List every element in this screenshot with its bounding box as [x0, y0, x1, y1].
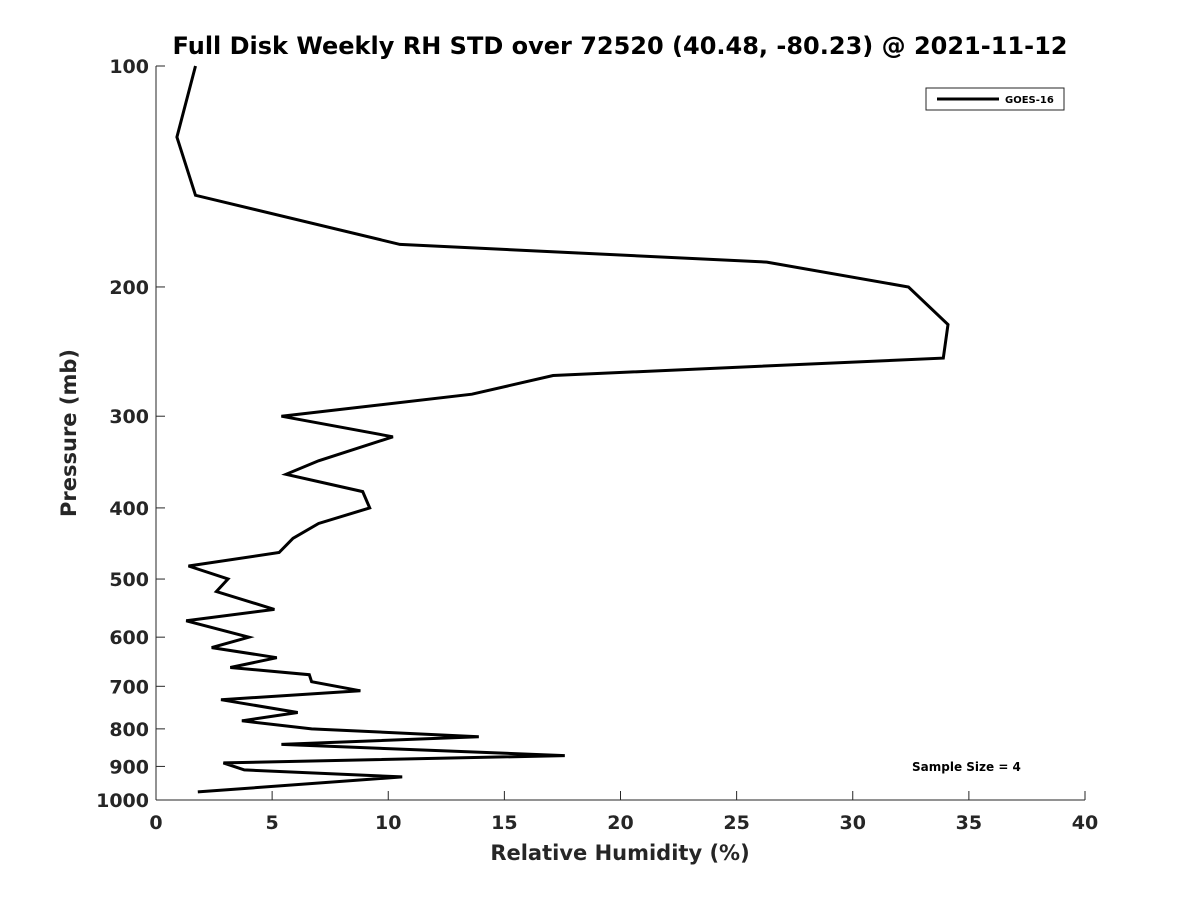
- x-tick-label: 25: [723, 812, 749, 834]
- y-tick-label: 300: [109, 406, 149, 428]
- y-tick-label: 600: [109, 627, 149, 649]
- y-tick-label: 200: [109, 277, 149, 299]
- axes: [155, 66, 1085, 801]
- y-tick-label: 500: [109, 569, 149, 591]
- y-tick-label: 1000: [96, 790, 149, 812]
- y-axis-label: Pressure (mb): [57, 349, 81, 517]
- y-tick-label: 700: [109, 676, 149, 698]
- series-line-goes-16: [175, 65, 950, 794]
- x-tick-label: 0: [149, 812, 162, 834]
- y-tick-label: 100: [109, 56, 149, 78]
- legend-label-goes-16: GOES-16: [1005, 95, 1054, 106]
- legend: GOES-16: [925, 87, 1065, 111]
- y-tick-label: 900: [109, 756, 149, 778]
- chart-title: Full Disk Weekly RH STD over 72520 (40.4…: [173, 32, 1068, 60]
- x-tick-label: 40: [1072, 812, 1098, 834]
- y-tick-label: 400: [109, 498, 149, 520]
- y-tick-label: 800: [109, 719, 149, 741]
- x-tick-label: 20: [607, 812, 633, 834]
- x-tick-label: 15: [491, 812, 517, 834]
- x-tick-label: 30: [840, 812, 866, 834]
- sample-size-annotation: Sample Size = 4: [912, 760, 1021, 774]
- y-ticks: 100 200 300 400 500 600 700 800 900 1000: [96, 56, 165, 812]
- x-axis-label: Relative Humidity (%): [490, 841, 749, 865]
- series-layer: [175, 65, 950, 794]
- x-ticks: 0 5 10 15 20 25 30 35 40: [149, 791, 1098, 834]
- x-tick-label: 10: [375, 812, 401, 834]
- x-tick-label: 5: [266, 812, 279, 834]
- x-tick-label: 35: [956, 812, 982, 834]
